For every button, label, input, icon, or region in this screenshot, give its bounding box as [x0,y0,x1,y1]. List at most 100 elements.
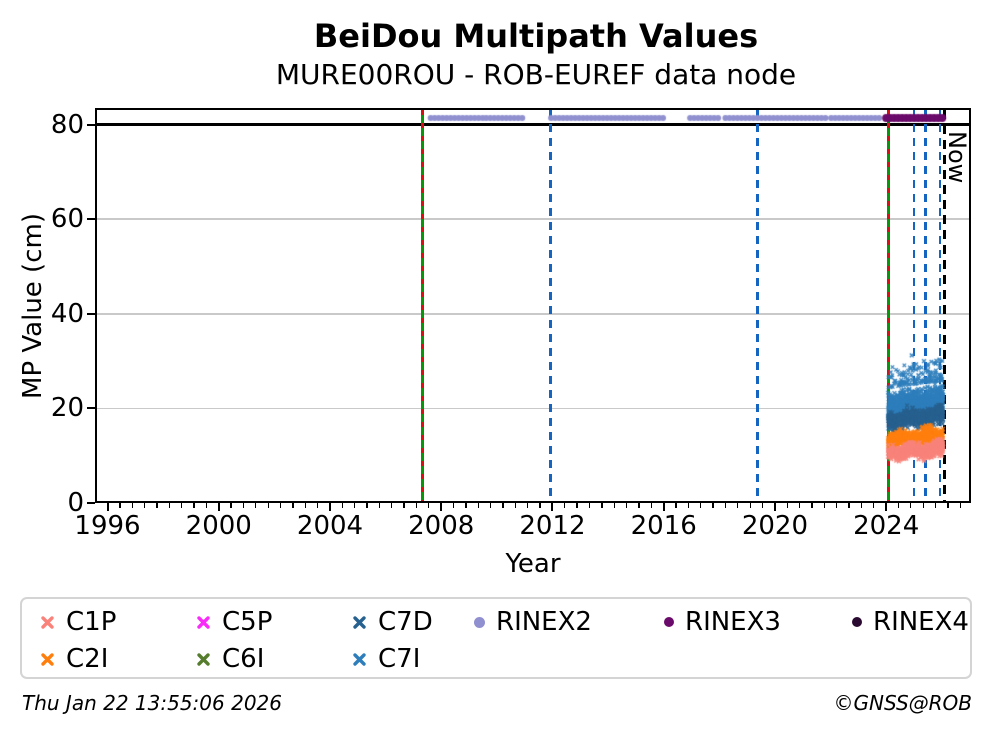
y-tick-label: 60 [50,204,84,235]
x-marker-icon [197,615,210,629]
x-minor-tick [156,503,158,508]
y-tick [87,502,95,504]
x-minor-tick [341,503,343,508]
x-minor-tick [230,503,232,508]
legend-item-C7I: C7I [352,644,420,674]
x-minor-tick [465,503,467,508]
x-minor-tick [366,503,368,508]
x-tick [106,503,109,511]
x-minor-tick [613,503,615,508]
x-tick [440,503,443,511]
now-label: Now [943,131,971,184]
legend-item-C1P: C1P [40,607,116,637]
legend-label: C1P [66,607,117,637]
y-tick [87,218,95,221]
x-tick-label: 2012 [519,511,586,541]
x-minor-tick [687,503,689,508]
x-axis-label: Year [505,549,561,579]
x-tick [217,503,220,511]
legend-item-C6I: C6I [196,644,264,674]
x-minor-tick [588,503,591,508]
chart-subtitle: MURE00ROU - ROB-EUREF data node [275,58,797,91]
x-minor-tick [304,503,306,508]
x-minor-tick [242,503,245,508]
x-tick-label: 2020 [741,511,809,541]
y-tick-label: 0 [67,488,84,518]
x-minor-tick [638,503,640,508]
legend: C1P C2I C5P C6I C7D C7I RINEX2 RINEX3 RINEX4 [20,597,972,679]
x-minor-tick [452,503,455,508]
y-tick-label: 80 [50,109,84,140]
x-minor-tick [489,503,492,508]
x-tick-label: 2008 [408,511,475,541]
x-minor-tick [255,503,257,508]
x-minor-tick [428,503,430,508]
legend-item-RINEX2: RINEX2 [474,607,592,637]
legend-label: C7I [378,644,421,674]
legend-label: C6I [222,644,265,674]
x-minor-tick [601,503,603,508]
legend-label: RINEX4 [873,607,969,637]
x-tick [662,503,665,511]
x-marker-icon [353,615,366,629]
x-minor-tick [811,503,813,508]
x-minor-tick [514,503,516,508]
legend-item-RINEX3: RINEX3 [664,607,781,637]
legend-label: RINEX3 [685,607,781,637]
x-marker-icon [353,652,366,666]
x-tick-label: 2024 [853,511,920,541]
x-minor-tick [193,503,195,508]
x-minor-tick [897,503,900,508]
legend-item-C7D: C7D [352,607,433,637]
x-minor-tick [798,503,801,508]
x-tick-label: 2000 [185,511,252,541]
plot-area [95,108,971,503]
y-tick-label: 40 [50,298,84,329]
x-tick [551,503,554,511]
chart-title: BeiDou Multipath Values [313,17,759,55]
x-minor-tick [959,503,961,508]
x-marker-icon [41,615,54,629]
circle-marker-icon [474,616,485,628]
x-marker-icon [197,652,210,666]
x-minor-tick [724,503,727,508]
y-tick [87,407,95,410]
x-tick [773,503,776,511]
circle-marker-icon [852,617,862,627]
x-minor-tick [675,503,677,508]
x-minor-tick [143,503,146,508]
x-tick-label: 2016 [630,511,697,541]
x-minor-tick [836,503,838,508]
x-minor-tick [119,503,121,508]
x-minor-tick [700,503,702,508]
x-minor-tick [761,503,764,508]
circle-marker-icon [664,617,674,627]
legend-item-RINEX4: RINEX4 [852,607,969,637]
x-marker-icon [41,652,54,666]
x-minor-tick [279,503,282,508]
x-minor-tick [205,503,208,508]
x-tick [328,503,331,511]
x-minor-tick [786,503,788,508]
x-minor-tick [539,503,541,508]
x-minor-tick [625,503,628,508]
x-minor-tick [737,503,739,508]
x-minor-tick [910,503,912,508]
scatter-canvas [97,110,969,501]
x-minor-tick [947,503,949,508]
x-minor-tick [564,503,566,508]
x-minor-tick [860,503,863,508]
x-minor-tick [576,503,578,508]
footer-timestamp: Thu Jan 22 13:55:06 2026 [22,691,282,715]
x-minor-tick [527,503,529,508]
legend-label: C7D [378,607,433,637]
legend-item-C2I: C2I [40,644,108,674]
x-minor-tick [873,503,875,508]
x-minor-tick [316,503,319,508]
x-minor-tick [502,503,504,508]
x-minor-tick [712,503,714,508]
x-minor-tick [391,503,393,508]
x-minor-tick [131,503,133,508]
y-tick [87,312,95,315]
legend-label: C2I [66,644,109,674]
